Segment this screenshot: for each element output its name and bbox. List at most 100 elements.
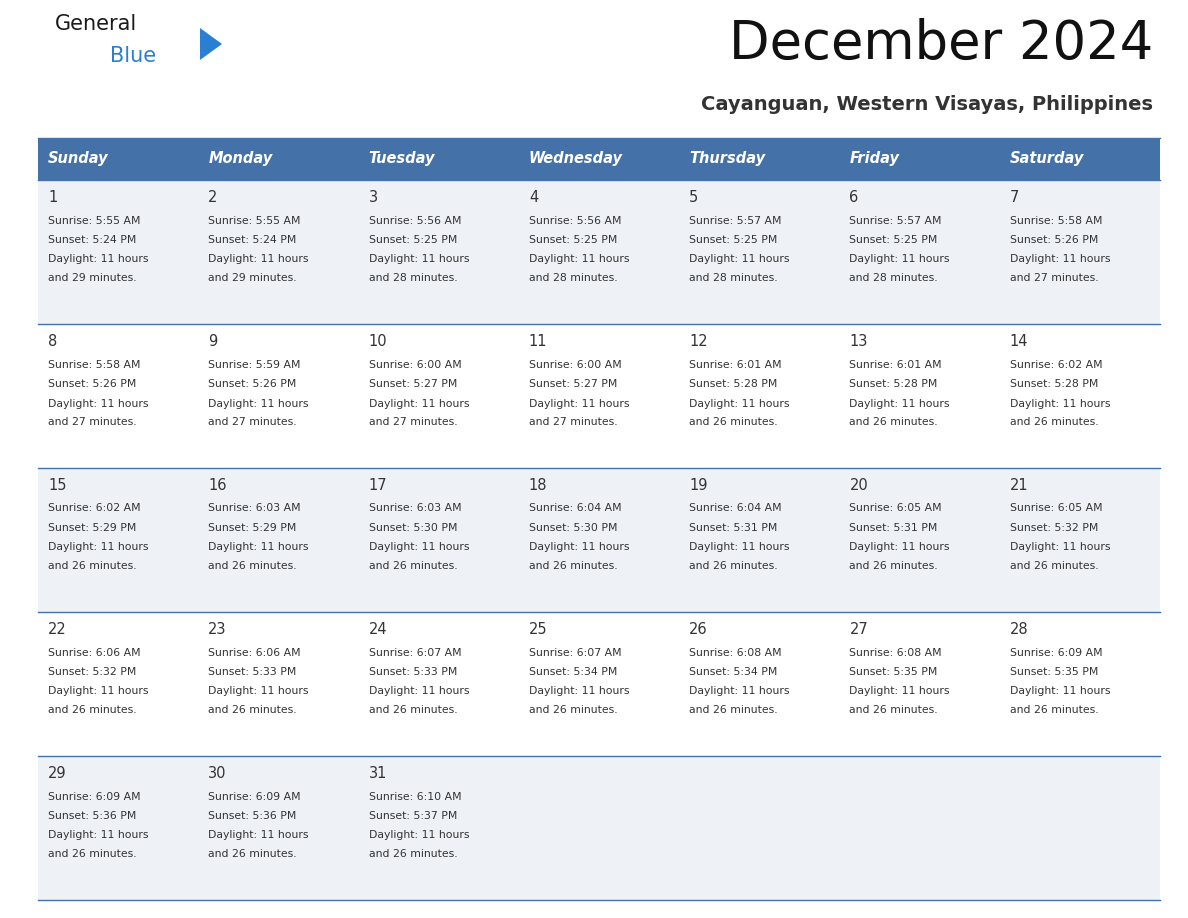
Text: Sunset: 5:32 PM: Sunset: 5:32 PM (48, 667, 137, 677)
Text: Sunset: 5:25 PM: Sunset: 5:25 PM (689, 235, 777, 245)
Text: Sunset: 5:35 PM: Sunset: 5:35 PM (849, 667, 937, 677)
Text: and 26 minutes.: and 26 minutes. (689, 561, 778, 571)
Text: Sunrise: 6:03 AM: Sunrise: 6:03 AM (208, 503, 301, 513)
Text: Daylight: 11 hours: Daylight: 11 hours (1010, 254, 1111, 264)
Text: Sunset: 5:24 PM: Sunset: 5:24 PM (208, 235, 297, 245)
Text: Sunrise: 6:07 AM: Sunrise: 6:07 AM (368, 647, 461, 657)
Text: and 26 minutes.: and 26 minutes. (529, 705, 618, 715)
Text: Sunrise: 6:00 AM: Sunrise: 6:00 AM (529, 360, 621, 370)
Text: and 26 minutes.: and 26 minutes. (529, 561, 618, 571)
Text: 16: 16 (208, 478, 227, 493)
Text: Sunrise: 5:55 AM: Sunrise: 5:55 AM (48, 216, 140, 226)
Text: Wednesday: Wednesday (529, 151, 623, 166)
Text: Sunset: 5:25 PM: Sunset: 5:25 PM (849, 235, 937, 245)
Text: Daylight: 11 hours: Daylight: 11 hours (368, 543, 469, 553)
Text: and 28 minutes.: and 28 minutes. (849, 273, 939, 283)
Text: 12: 12 (689, 334, 708, 349)
Text: Daylight: 11 hours: Daylight: 11 hours (849, 398, 950, 409)
Text: Sunrise: 5:58 AM: Sunrise: 5:58 AM (1010, 216, 1102, 226)
Text: 11: 11 (529, 334, 548, 349)
Text: Sunrise: 5:58 AM: Sunrise: 5:58 AM (48, 360, 140, 370)
Text: and 26 minutes.: and 26 minutes. (208, 705, 297, 715)
Text: Sunset: 5:31 PM: Sunset: 5:31 PM (849, 523, 937, 533)
Text: General: General (55, 14, 138, 34)
Text: Sunrise: 6:05 AM: Sunrise: 6:05 AM (1010, 503, 1102, 513)
Text: and 28 minutes.: and 28 minutes. (689, 273, 778, 283)
Text: Sunrise: 6:08 AM: Sunrise: 6:08 AM (689, 647, 782, 657)
Text: Sunset: 5:33 PM: Sunset: 5:33 PM (368, 667, 457, 677)
Text: Daylight: 11 hours: Daylight: 11 hours (1010, 398, 1111, 409)
Text: and 26 minutes.: and 26 minutes. (48, 705, 137, 715)
Text: 18: 18 (529, 478, 548, 493)
Text: Daylight: 11 hours: Daylight: 11 hours (48, 831, 148, 841)
Text: Sunrise: 6:06 AM: Sunrise: 6:06 AM (208, 647, 301, 657)
Text: Daylight: 11 hours: Daylight: 11 hours (1010, 687, 1111, 697)
Text: Sunrise: 6:01 AM: Sunrise: 6:01 AM (689, 360, 782, 370)
Text: and 26 minutes.: and 26 minutes. (689, 705, 778, 715)
Bar (38, 324, 1159, 468)
Text: Sunrise: 6:02 AM: Sunrise: 6:02 AM (48, 503, 140, 513)
Text: Sunrise: 6:09 AM: Sunrise: 6:09 AM (1010, 647, 1102, 657)
Text: Cayanguan, Western Visayas, Philippines: Cayanguan, Western Visayas, Philippines (701, 95, 1154, 114)
Text: and 26 minutes.: and 26 minutes. (48, 849, 137, 859)
Text: 6: 6 (849, 190, 859, 205)
Bar (38, 468, 1159, 612)
Text: Thursday: Thursday (689, 151, 765, 166)
Text: 3: 3 (368, 190, 378, 205)
Text: Daylight: 11 hours: Daylight: 11 hours (529, 254, 630, 264)
Text: 9: 9 (208, 334, 217, 349)
Text: and 26 minutes.: and 26 minutes. (849, 417, 939, 427)
Text: Sunrise: 6:05 AM: Sunrise: 6:05 AM (849, 503, 942, 513)
Text: Daylight: 11 hours: Daylight: 11 hours (689, 254, 790, 264)
Text: 19: 19 (689, 478, 708, 493)
Text: and 28 minutes.: and 28 minutes. (368, 273, 457, 283)
Text: Daylight: 11 hours: Daylight: 11 hours (368, 831, 469, 841)
Text: Daylight: 11 hours: Daylight: 11 hours (48, 687, 148, 697)
Text: Sunrise: 6:08 AM: Sunrise: 6:08 AM (849, 647, 942, 657)
Text: Daylight: 11 hours: Daylight: 11 hours (368, 687, 469, 697)
Text: Sunset: 5:26 PM: Sunset: 5:26 PM (208, 379, 297, 389)
Text: and 26 minutes.: and 26 minutes. (368, 705, 457, 715)
Text: 8: 8 (48, 334, 57, 349)
Text: Sunrise: 5:56 AM: Sunrise: 5:56 AM (529, 216, 621, 226)
Text: Sunset: 5:32 PM: Sunset: 5:32 PM (1010, 523, 1098, 533)
Text: and 29 minutes.: and 29 minutes. (48, 273, 137, 283)
Text: 27: 27 (849, 622, 868, 637)
Text: Daylight: 11 hours: Daylight: 11 hours (48, 398, 148, 409)
Polygon shape (200, 28, 222, 60)
Text: Sunset: 5:28 PM: Sunset: 5:28 PM (1010, 379, 1098, 389)
Text: 10: 10 (368, 334, 387, 349)
Text: Sunset: 5:30 PM: Sunset: 5:30 PM (368, 523, 457, 533)
Bar (38, 138, 1159, 180)
Text: Sunrise: 6:07 AM: Sunrise: 6:07 AM (529, 647, 621, 657)
Text: 7: 7 (1010, 190, 1019, 205)
Text: Sunset: 5:35 PM: Sunset: 5:35 PM (1010, 667, 1098, 677)
Text: Daylight: 11 hours: Daylight: 11 hours (208, 543, 309, 553)
Text: Daylight: 11 hours: Daylight: 11 hours (529, 687, 630, 697)
Text: Daylight: 11 hours: Daylight: 11 hours (208, 398, 309, 409)
Text: and 26 minutes.: and 26 minutes. (368, 561, 457, 571)
Text: Sunset: 5:29 PM: Sunset: 5:29 PM (48, 523, 137, 533)
Text: Daylight: 11 hours: Daylight: 11 hours (368, 254, 469, 264)
Text: 31: 31 (368, 766, 387, 781)
Text: Sunset: 5:30 PM: Sunset: 5:30 PM (529, 523, 618, 533)
Text: Sunset: 5:24 PM: Sunset: 5:24 PM (48, 235, 137, 245)
Text: 14: 14 (1010, 334, 1029, 349)
Text: and 27 minutes.: and 27 minutes. (368, 417, 457, 427)
Text: Sunset: 5:26 PM: Sunset: 5:26 PM (1010, 235, 1098, 245)
Text: 13: 13 (849, 334, 867, 349)
Text: Tuesday: Tuesday (368, 151, 435, 166)
Text: Sunset: 5:28 PM: Sunset: 5:28 PM (689, 379, 777, 389)
Text: Sunrise: 6:02 AM: Sunrise: 6:02 AM (1010, 360, 1102, 370)
Text: Sunrise: 6:03 AM: Sunrise: 6:03 AM (368, 503, 461, 513)
Text: 15: 15 (48, 478, 67, 493)
Text: Sunrise: 6:09 AM: Sunrise: 6:09 AM (208, 791, 301, 801)
Text: Sunset: 5:27 PM: Sunset: 5:27 PM (368, 379, 457, 389)
Text: 28: 28 (1010, 622, 1029, 637)
Text: Daylight: 11 hours: Daylight: 11 hours (529, 543, 630, 553)
Text: and 27 minutes.: and 27 minutes. (208, 417, 297, 427)
Text: 26: 26 (689, 622, 708, 637)
Bar (38, 756, 1159, 900)
Text: and 28 minutes.: and 28 minutes. (529, 273, 618, 283)
Text: and 26 minutes.: and 26 minutes. (368, 849, 457, 859)
